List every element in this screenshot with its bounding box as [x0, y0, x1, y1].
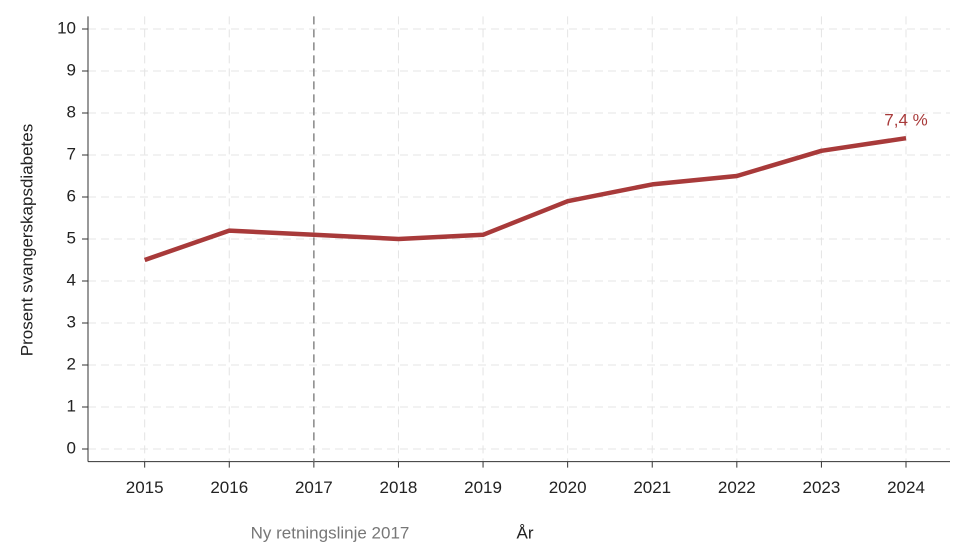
- y-tick-label: 2: [67, 354, 76, 373]
- x-tick-label: 2019: [464, 478, 502, 497]
- y-tick-label: 5: [67, 228, 76, 247]
- x-tick-label: 2020: [549, 478, 587, 497]
- x-tick-label: 2021: [633, 478, 671, 497]
- y-tick-label: 1: [67, 396, 76, 415]
- y-tick-label: 0: [67, 438, 76, 457]
- data-line: [143, 135, 907, 263]
- y-tick-label: 4: [67, 270, 76, 289]
- x-axis-label: År: [517, 523, 534, 542]
- reference-label: Ny retningslinje 2017: [251, 523, 410, 542]
- y-tick-label: 9: [67, 60, 76, 79]
- x-tick-label: 2018: [380, 478, 418, 497]
- y-tick-label: 3: [67, 312, 76, 331]
- x-tick-label: 2023: [803, 478, 841, 497]
- y-axis-label: Prosent svangerskapsdiabetes: [17, 124, 36, 356]
- y-tick-label: 8: [67, 102, 76, 121]
- x-tick-label: 2024: [887, 478, 925, 497]
- x-tick-label: 2015: [126, 478, 164, 497]
- y-tick-label: 7: [67, 144, 76, 163]
- y-tick-label: 6: [67, 186, 76, 205]
- x-tick-label: 2022: [718, 478, 756, 497]
- value-label: 7,4 %: [884, 111, 927, 130]
- x-tick-label: 2017: [295, 478, 333, 497]
- y-tick-label: 10: [57, 18, 76, 37]
- x-tick-label: 2016: [210, 478, 248, 497]
